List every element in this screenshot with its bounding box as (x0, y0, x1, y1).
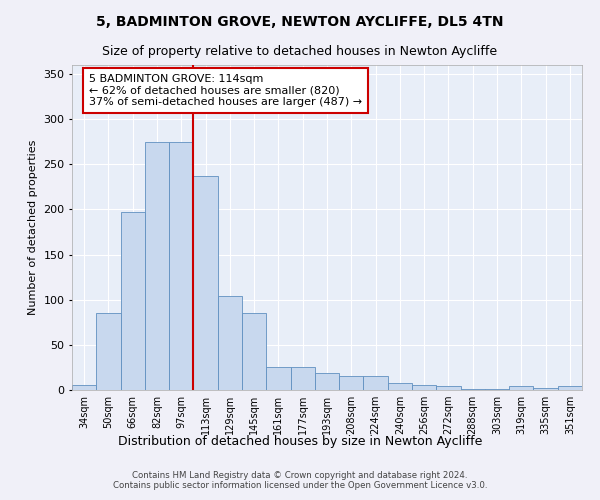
Y-axis label: Number of detached properties: Number of detached properties (28, 140, 38, 315)
Text: Contains HM Land Registry data © Crown copyright and database right 2024.
Contai: Contains HM Land Registry data © Crown c… (113, 470, 487, 490)
Bar (290, 366, 315, 390)
Text: Distribution of detached houses by size in Newton Aycliffe: Distribution of detached houses by size … (118, 435, 482, 448)
Text: 5 BADMINTON GROVE: 114sqm
← 62% of detached houses are smaller (820)
37% of semi: 5 BADMINTON GROVE: 114sqm ← 62% of detac… (89, 74, 362, 107)
Bar (242, 314, 266, 390)
Text: 5, BADMINTON GROVE, NEWTON AYCLIFFE, DL5 4TN: 5, BADMINTON GROVE, NEWTON AYCLIFFE, DL5… (96, 15, 504, 29)
Bar (436, 386, 461, 390)
Text: Size of property relative to detached houses in Newton Aycliffe: Size of property relative to detached ho… (103, 45, 497, 58)
Bar (145, 142, 169, 390)
Bar (72, 384, 96, 390)
Bar (218, 296, 242, 390)
Bar (388, 383, 412, 390)
Bar (558, 386, 582, 390)
Bar (169, 142, 193, 390)
Bar (339, 376, 364, 390)
Bar (509, 386, 533, 390)
Bar (412, 384, 436, 390)
Bar (193, 176, 218, 390)
Bar (364, 376, 388, 390)
Bar (461, 389, 485, 390)
Bar (533, 388, 558, 390)
Bar (96, 314, 121, 390)
Bar (315, 373, 339, 390)
Bar (485, 389, 509, 390)
Bar (266, 366, 290, 390)
Bar (121, 212, 145, 390)
